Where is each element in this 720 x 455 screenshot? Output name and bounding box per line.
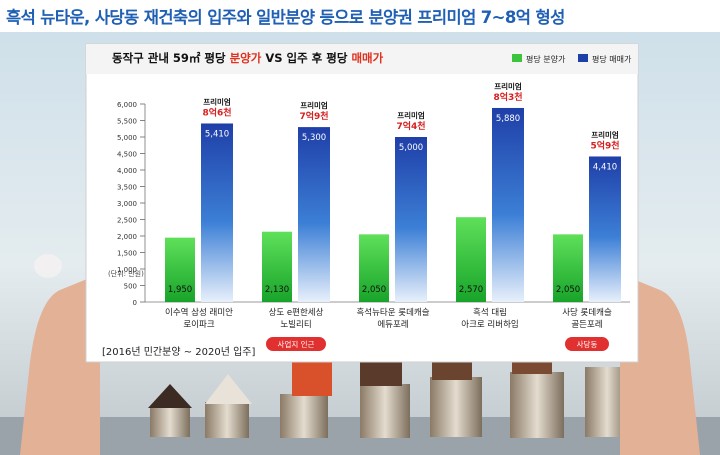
blurred-light — [34, 254, 62, 278]
y-tick-label: 5,500 — [117, 118, 137, 126]
chart-title-part-0: 동작구 관내 59㎡ 평당 — [112, 51, 230, 65]
chart-title: 동작구 관내 59㎡ 평당 분양가 VS 입주 후 평당 매매가 — [112, 51, 384, 65]
chart-title-part-1: 분양가 — [230, 51, 262, 65]
y-tick-label: 4,500 — [117, 151, 137, 159]
premium-value-2: 7억4천 — [396, 120, 425, 132]
y-tick-label: 1,000 — [117, 266, 137, 274]
category-label-3-1: 아크로 리버하임 — [461, 319, 518, 330]
bar-presale-2 — [359, 234, 389, 302]
bar-trade-label-1: 5,300 — [302, 133, 326, 143]
badge-0 — [266, 337, 326, 351]
y-tick-label: 4,000 — [117, 167, 137, 175]
category-label-0-1: 로이파크 — [183, 319, 214, 330]
chart-footnote: [2016년 민간분양 ~ 2020년 입주] — [102, 345, 255, 358]
legend-label-0: 평당 분양가 — [526, 54, 566, 64]
card-title-bar — [86, 44, 638, 74]
bar-presale-0 — [165, 237, 195, 302]
legend-swatch-1 — [578, 54, 588, 62]
y-tick-label: 1,500 — [117, 250, 137, 258]
category-label-3-0: 흑석 대림 — [473, 307, 507, 318]
bar-trade-label-2: 5,000 — [399, 143, 423, 153]
y-tick-label: 500 — [124, 283, 137, 291]
bar-presale-label-0: 1,950 — [168, 285, 192, 295]
y-tick-label: 3,000 — [117, 200, 137, 208]
bar-trade-label-0: 5,410 — [205, 129, 229, 139]
bar-trade-label-3: 5,880 — [496, 114, 520, 124]
premium-value-1: 7억9천 — [299, 110, 328, 122]
bar-presale-label-2: 2,050 — [362, 285, 386, 295]
bar-presale-1 — [262, 231, 292, 302]
bar-presale-label-4: 2,050 — [556, 285, 580, 295]
premium-value-0: 8억6천 — [202, 106, 231, 118]
chart-title-part-3: 매매가 — [351, 51, 383, 65]
bar-trade-2 — [395, 137, 427, 302]
badge-label-1: 사당동 — [577, 339, 598, 349]
premium-label-0: 프리미엄 — [203, 96, 231, 106]
bar-presale-label-1: 2,130 — [265, 285, 289, 295]
category-label-0-0: 이수역 삼성 래미안 — [165, 307, 233, 318]
y-tick-label: 2,500 — [117, 217, 137, 225]
y-tick-label: 3,500 — [117, 184, 137, 192]
bars: 1,9505,410프리미엄8억6천2,1305,300프리미엄7억9천2,05… — [165, 81, 621, 303]
category-label-1-0: 상도 e편한세상 — [269, 307, 324, 318]
y-tick-label: 6,000 — [117, 101, 137, 109]
badges: 사업지 인근 사당동 — [266, 337, 609, 351]
bar-trade-3 — [492, 107, 524, 303]
bar-trade-1 — [298, 127, 330, 302]
category-label-1-1: 노빌리티 — [280, 319, 311, 330]
badge-label-0: 사업지 인근 — [278, 339, 315, 349]
legend-swatch-0 — [512, 54, 522, 62]
y-tick-label: 0 — [133, 299, 137, 307]
bar-trade-0 — [201, 123, 233, 302]
category-label-2-1: 에듀포레 — [377, 320, 408, 330]
badge-1 — [565, 337, 609, 351]
page-headline: 흑석 뉴타운, 사당동 재건축의 입주와 일반분양 등으로 분양권 프리미엄 7… — [6, 8, 565, 27]
bar-trade-label-4: 4,410 — [593, 162, 617, 172]
y-tick-label: 2,000 — [117, 233, 137, 241]
premium-label-2: 프리미엄 — [397, 110, 425, 120]
bar-presale-label-3: 2,570 — [459, 285, 483, 295]
unit-label: (단위: 만원) — [108, 269, 144, 278]
category-label-4-1: 골든포레 — [571, 320, 602, 330]
bar-presale-3 — [456, 217, 486, 302]
bar-presale-4 — [553, 234, 583, 302]
premium-label-1: 프리미엄 — [300, 100, 328, 110]
bar-trade-4 — [589, 156, 621, 302]
premium-label-4: 프리미엄 — [591, 129, 619, 139]
chart-scene: 동작구 관내 59㎡ 평당 분양가 VS 입주 후 평당 매매가 평당 분양가 평… — [0, 32, 720, 455]
legend-label-1: 평당 매매가 — [592, 54, 632, 64]
category-label-4-0: 사당 롯데캐슬 — [562, 307, 612, 318]
category-label-2-0: 흑석뉴타운 롯데캐슬 — [356, 307, 429, 318]
premium-value-3: 8억3천 — [493, 91, 522, 103]
chart-card — [85, 43, 639, 363]
y-tick-label: 5,000 — [117, 134, 137, 142]
premium-value-4: 5억9천 — [590, 139, 619, 151]
premium-label-3: 프리미엄 — [494, 81, 522, 91]
chart-title-part-2: VS 입주 후 평당 — [261, 51, 351, 65]
chart-legend: 평당 분양가 평당 매매가 — [512, 54, 632, 64]
